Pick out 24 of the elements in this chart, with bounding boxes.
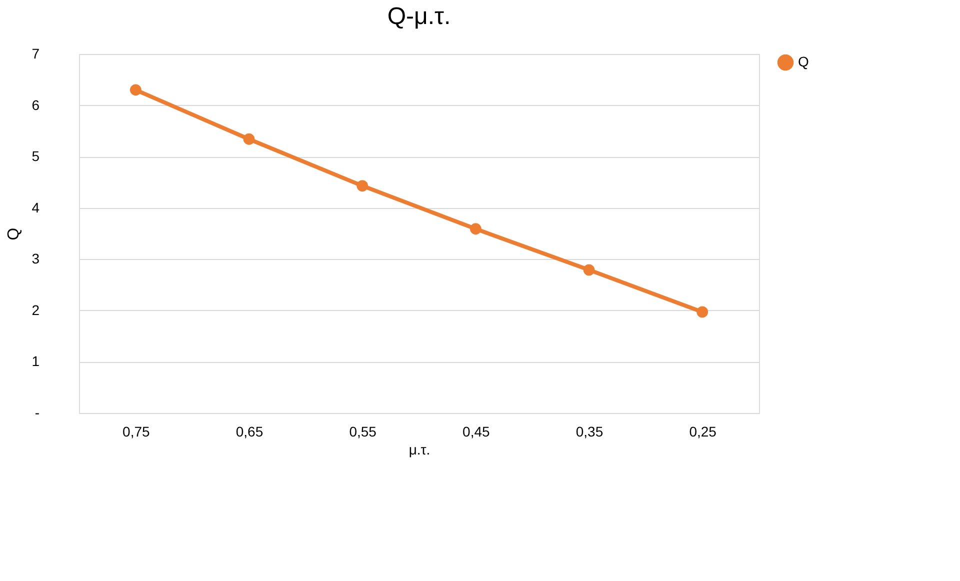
chart-title: Q-μ.τ. (387, 3, 451, 30)
point (470, 223, 482, 235)
y-tick-label: 3 (32, 250, 40, 267)
y-tick-label: 2 (32, 302, 40, 318)
x-tick-label: 0,65 (236, 424, 264, 440)
legend-label: Q (798, 54, 809, 70)
y-axis-title: Q (6, 228, 23, 240)
y-tick-label: 4 (32, 199, 40, 216)
x-tick-label: 0,35 (576, 424, 604, 440)
x-tick-label: 0,25 (689, 424, 717, 440)
x-tick-label: 0,75 (122, 424, 150, 440)
y-tick-label: 6 (32, 96, 40, 113)
y-tick-label: - (34, 404, 40, 420)
x-tick-label: 0,45 (462, 424, 490, 440)
y-tick-label: 1 (32, 353, 40, 370)
x-axis-title: μ.τ. (408, 442, 430, 458)
x-tick-label: 0,55 (349, 424, 377, 440)
point (130, 84, 142, 96)
point (696, 306, 708, 318)
point (243, 133, 255, 145)
y-tick-label: 5 (32, 148, 40, 164)
point (583, 264, 595, 276)
point (356, 180, 368, 192)
y-tick-label: 7 (32, 46, 40, 62)
